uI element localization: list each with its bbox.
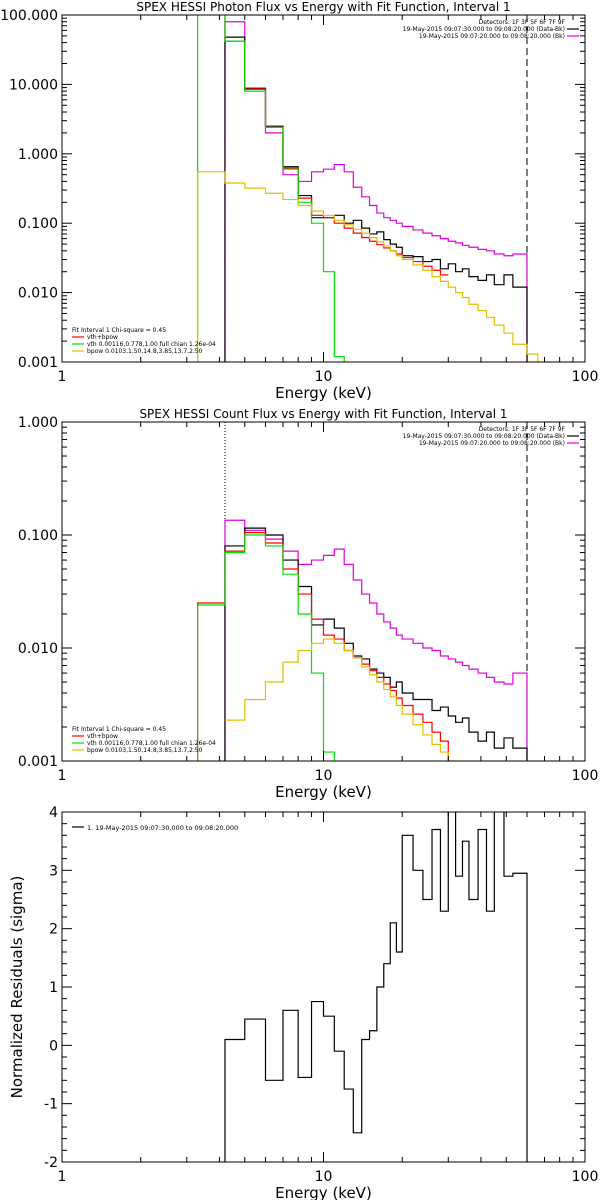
y-tick-label: 0.001 (18, 754, 58, 770)
y-tick-label: 10.000 (9, 77, 58, 93)
x-axis-label: Energy (keV) (275, 783, 372, 801)
y-tick-label: 4 (49, 805, 58, 821)
y-tick-label: -2 (44, 1155, 58, 1171)
legend-entry: Detectors: 1F 3F 5F 6F 7F 9F (479, 19, 566, 26)
photon-flux-panel: 1 10 100 0.001 0.010 0.100 1.000 10.000 100.000 S… (0, 0, 598, 402)
x-axis-ticks (61, 812, 586, 1162)
series-group (224, 812, 528, 1162)
legend-entry: 19-May-2015 09:07:30.000 to 09:08:20.000… (403, 26, 565, 33)
x-tick-label: 100 (572, 369, 599, 385)
legend-entry: Fit Interval 1 Chi-square = 0.45 (72, 327, 166, 334)
y-tick-label: 3 (49, 863, 58, 879)
x-axis-label: Energy (keV) (275, 384, 372, 402)
legend-entry: vth+bpow (87, 334, 118, 341)
legend-entry: Detectors: 1F 3F 5F 6F 7F 9F (479, 426, 566, 433)
y-tick-label: -1 (44, 1097, 58, 1113)
series-line (196, 171, 561, 362)
series-line (196, 15, 363, 362)
y-tick-label: 0.100 (18, 216, 58, 232)
x-tick-label: 10 (315, 768, 333, 784)
legend-entry: 19-May-2015 09:07:30.000 to 09:08:20.000… (403, 433, 565, 440)
legend-top: Detectors: 1F 3F 5F 6F 7F 9F19-May-2015 … (403, 426, 579, 447)
legend-bottom: Fit Interval 1 Chi-square = 0.45vth+bpow… (72, 327, 216, 355)
legend-entry: 1. 19-May-2015 09:07:30.000 to 09:08:20.… (87, 824, 238, 832)
series-line (196, 534, 345, 761)
legend-top: 1. 19-May-2015 09:07:30.000 to 09:08:20.… (72, 824, 238, 832)
y-axis-ticks (62, 421, 585, 762)
y-tick-label: 100.000 (0, 8, 58, 24)
chart-title: SPEX HESSI Count Flux vs Energy with Fit… (139, 407, 507, 421)
series-line (224, 519, 528, 761)
legend-entry: vth+bpow (87, 733, 118, 740)
legend-top: Detectors: 1F 3F 5F 6F 7F 9F19-May-2015 … (403, 19, 579, 40)
y-tick-label: 0.010 (18, 286, 58, 302)
x-tick-label: 100 (572, 1169, 599, 1185)
plot-frame (61, 811, 586, 1163)
y-axis-ticks (62, 811, 585, 1163)
x-tick-label: 1 (58, 768, 67, 784)
x-tick-label: 1 (58, 369, 67, 385)
y-tick-label: 0 (49, 1038, 58, 1054)
series-line (224, 638, 457, 761)
legend-entry: 19-May-2015 09:07:20.000 to 09:08:20.000… (419, 440, 565, 447)
series-line (224, 36, 528, 362)
plot-frame (61, 14, 586, 363)
x-axis-ticks (61, 15, 586, 362)
y-axis-ticks (62, 14, 585, 363)
legend-entry: bpow 0.0103,1.50,14.8,3.85,13.7,2.50 (87, 747, 203, 754)
legend-bottom: Fit Interval 1 Chi-square = 0.45vth+bpow… (72, 726, 216, 754)
legend-entry: vth 0.00116,0.778,1.00 full chian 1.26e-… (87, 740, 216, 747)
y-tick-label: 0.001 (18, 355, 58, 371)
series-group (196, 519, 528, 761)
series-group (196, 15, 561, 362)
x-axis-label: Energy (keV) (275, 1184, 372, 1200)
x-tick-label: 100 (572, 768, 599, 784)
legend-entry: bpow 0.0103,1.50,14.8,3.85,13.7,2.50 (87, 348, 203, 355)
chart-title: SPEX HESSI Photon Flux vs Energy with Fi… (136, 0, 510, 14)
y-tick-label: 1.000 (18, 147, 58, 163)
y-tick-label: 0.010 (18, 641, 58, 657)
y-tick-label: 1.000 (18, 415, 58, 431)
x-tick-label: 10 (315, 369, 333, 385)
y-tick-label: 0.100 (18, 528, 58, 544)
x-tick-label: 10 (315, 1169, 333, 1185)
y-tick-label: 1 (49, 980, 58, 996)
x-axis-ticks (61, 422, 586, 761)
legend-entry: vth 0.00116,0.778,1.00 full chian 1.26e-… (87, 341, 216, 348)
y-tick-label: 2 (49, 922, 58, 938)
series-line (224, 812, 528, 1162)
series-line (224, 21, 528, 362)
x-tick-label: 1 (58, 1169, 67, 1185)
y-axis-label: Normalized Residuals (sigma) (8, 876, 26, 1099)
residuals-panel: 1 10 100 -2 -1 0 1 2 3 4 Energy (keV) Normalized Re… (8, 805, 598, 1200)
legend-entry: 19-May-2015 09:07:20.000 to 09:08:20.000… (419, 33, 565, 40)
count-flux-panel: 1 10 100 0.001 0.010 0.100 1.000 SPEX HESSI Cou… (18, 407, 598, 801)
series-line (224, 527, 528, 761)
legend-entry: Fit Interval 1 Chi-square = 0.45 (72, 726, 166, 733)
